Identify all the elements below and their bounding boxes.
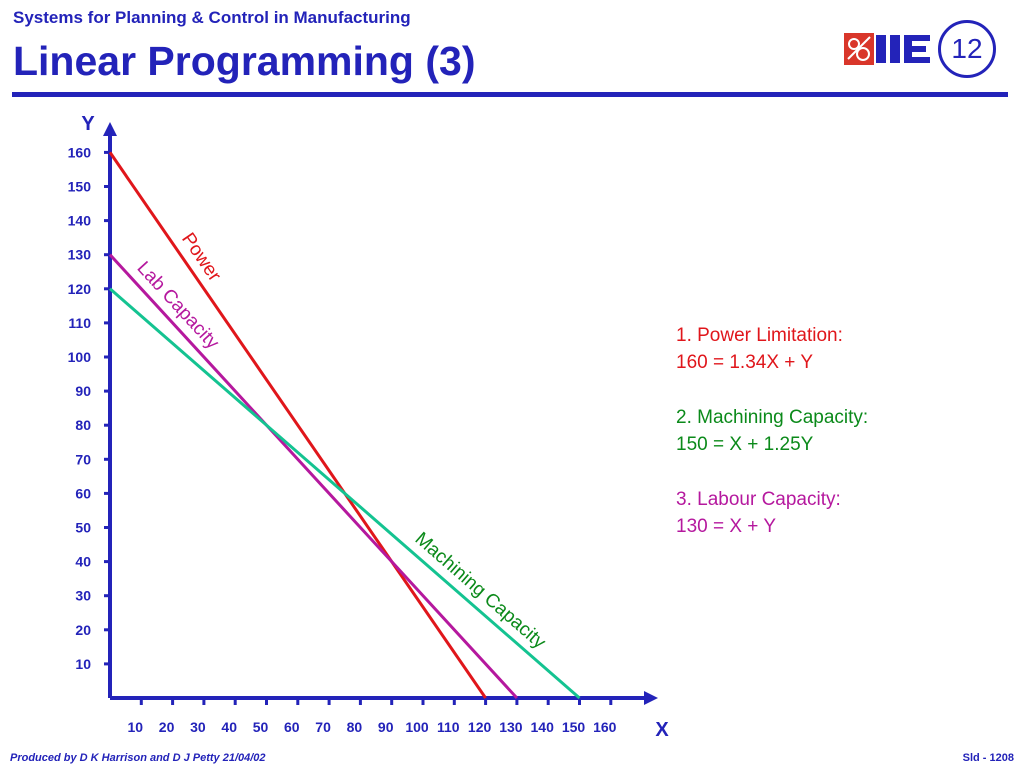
- constraint-chart: X Y 10 20 30 40 50 60 70 80 90 100 110 120 130 140 150 1…: [68, 113, 670, 741]
- y-tick-label: 120: [68, 281, 92, 297]
- title-divider: [12, 92, 1008, 97]
- y-tick-label: 160: [68, 144, 92, 160]
- x-tick-label: 20: [159, 719, 175, 735]
- x-tick-label: 90: [378, 719, 394, 735]
- x-tick-label: 110: [437, 719, 460, 735]
- x-tick-label: 30: [190, 719, 206, 735]
- x-tick-label: 100: [405, 719, 429, 735]
- equation-machining: 2. Machining Capacity: 150 = X + 1.25Y: [676, 404, 868, 458]
- iie-logo: [844, 33, 930, 65]
- y-tick-label: 60: [75, 485, 91, 501]
- equation-power-formula: 160 = 1.34X + Y: [676, 352, 813, 373]
- footer-credit: Produced by D K Harrison and D J Petty 2…: [10, 752, 266, 764]
- footer-slide-id: Sld - 1208: [962, 752, 1014, 764]
- y-tick-label: 80: [75, 417, 91, 433]
- x-tick-label: 160: [593, 719, 617, 735]
- slide-number-badge: 12: [938, 20, 996, 78]
- x-tick-label: 120: [468, 719, 492, 735]
- equation-labour-heading: 3. Labour Capacity:: [676, 489, 841, 510]
- y-tick-label: 10: [75, 656, 91, 672]
- equation-machining-heading: 2. Machining Capacity:: [676, 407, 869, 428]
- y-tick-label: 110: [68, 315, 91, 331]
- y-tick-label: 30: [75, 588, 91, 604]
- y-tick-label: 50: [75, 520, 91, 536]
- x-tick-label: 10: [128, 719, 144, 735]
- power-line-label: Power: [177, 229, 225, 286]
- y-tick-label: 130: [68, 247, 92, 263]
- y-tick-label: 150: [68, 179, 92, 195]
- slide-title: Linear Programming (3): [13, 38, 476, 84]
- presentation-subtitle: Systems for Planning & Control in Manufa…: [13, 8, 411, 27]
- equation-labour: 3. Labour Capacity: 130 = X + Y: [676, 486, 841, 540]
- labour-capacity-line: [108, 253, 519, 700]
- x-tick-label: 130: [499, 719, 523, 735]
- y-axis-arrow: [103, 122, 117, 136]
- equation-power: 1. Power Limitation: 160 = 1.34X + Y: [676, 322, 843, 376]
- equation-machining-formula: 150 = X + 1.25Y: [676, 434, 814, 455]
- machining-capacity-line-label: Machining Capacity: [411, 528, 550, 653]
- y-tick-label: 90: [75, 383, 91, 399]
- power-line: [108, 151, 487, 699]
- x-axis-arrow: [644, 691, 658, 705]
- y-axis-label: Y: [81, 113, 95, 135]
- y-tick-label: 20: [75, 622, 91, 638]
- equation-labour-formula: 130 = X + Y: [676, 516, 777, 537]
- x-tick-label: 50: [253, 719, 269, 735]
- x-axis-label: X: [655, 719, 669, 741]
- y-tick-label: 40: [75, 554, 91, 570]
- equation-power-heading: 1. Power Limitation:: [676, 325, 843, 346]
- x-tick-label: 150: [562, 719, 586, 735]
- x-tick-label: 140: [531, 719, 555, 735]
- x-tick-label: 70: [315, 719, 331, 735]
- machining-capacity-line: [109, 287, 581, 700]
- x-tick-label: 80: [347, 719, 363, 735]
- y-tick-label: 100: [68, 349, 92, 365]
- y-tick-label: 140: [68, 213, 92, 229]
- x-tick-label: 60: [284, 719, 300, 735]
- x-tick-label: 40: [221, 719, 237, 735]
- y-tick-label: 70: [75, 451, 91, 467]
